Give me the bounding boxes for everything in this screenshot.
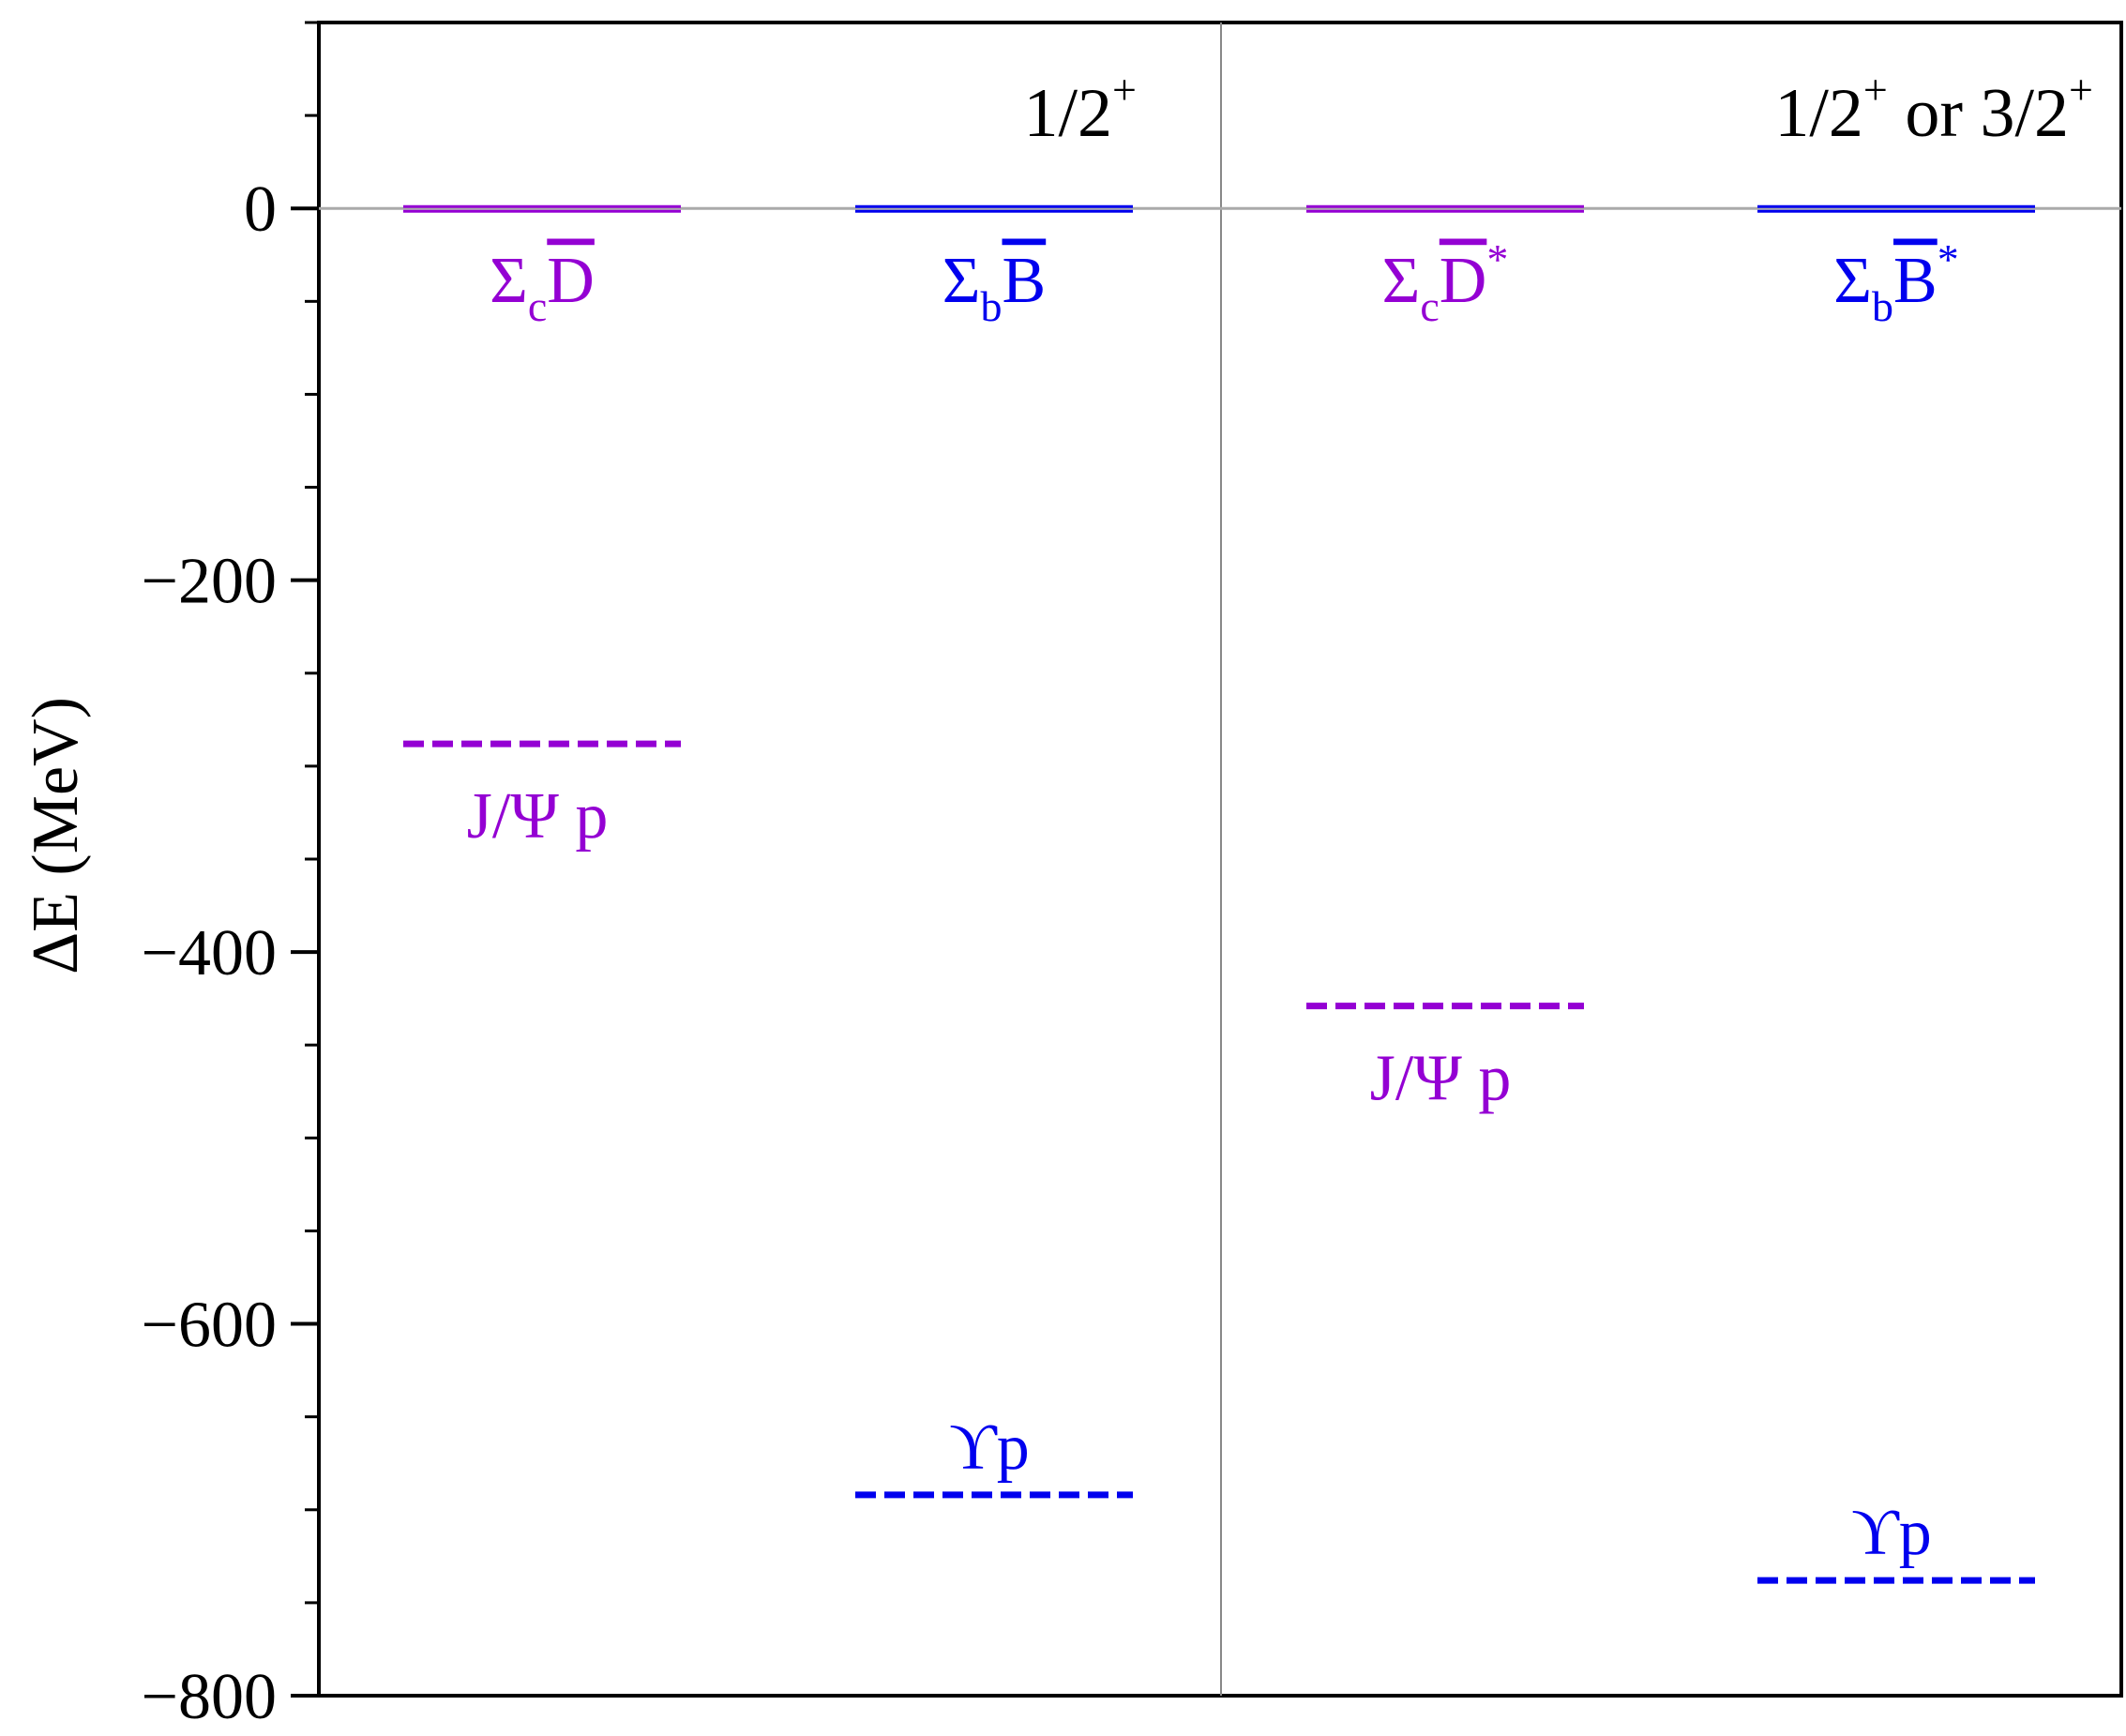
- threshold-label-meson: B: [1893, 245, 1938, 317]
- level-label: ϒp: [949, 1411, 1030, 1484]
- threshold-label: ΣbB: [942, 245, 1046, 330]
- y-tick-label: −800: [142, 1661, 277, 1733]
- threshold-label-meson: D: [547, 245, 595, 317]
- threshold-label-sub: b: [981, 282, 1003, 330]
- y-axis: 0 −200 −400 −600 −800 ΔE (MeV): [20, 21, 319, 1733]
- threshold-label-sup: *: [1486, 235, 1508, 283]
- threshold-label: ΣcD: [490, 245, 595, 330]
- threshold-label-sub: c: [528, 282, 547, 330]
- level-label: J/Ψ p: [467, 780, 609, 853]
- threshold-label-sup: *: [1938, 235, 1959, 283]
- level-label: ϒp: [1851, 1497, 1932, 1569]
- threshold-label-base: Σ: [942, 245, 981, 317]
- panel-title-text: or 3/2: [1888, 75, 2069, 152]
- threshold-label-base: Σ: [1382, 245, 1421, 317]
- panel-title: 1/2+ or 3/2+: [1774, 66, 2093, 152]
- panel-title-text: 1/2: [1023, 75, 1112, 152]
- threshold-label: ΣbB*: [1833, 235, 1958, 330]
- threshold-label: ΣcD*: [1382, 235, 1509, 330]
- panel-title-sup: +: [2069, 66, 2093, 113]
- y-tick-label: 0: [244, 174, 277, 246]
- threshold-label-sub: c: [1420, 282, 1439, 330]
- panel-title: 1/2+: [1023, 66, 1137, 152]
- y-axis-title: ΔE (MeV): [20, 697, 92, 974]
- threshold-label-meson: B: [1003, 245, 1047, 317]
- panel-title-text: 1/2: [1774, 75, 1863, 152]
- y-tick-label: −600: [142, 1290, 277, 1362]
- threshold-label-sub: b: [1872, 282, 1893, 330]
- level-label: J/Ψ p: [1370, 1043, 1512, 1115]
- panel-title-sup: +: [1863, 66, 1888, 113]
- threshold-label-meson: D: [1440, 245, 1487, 317]
- threshold-label-base: Σ: [490, 245, 528, 317]
- panel-title-sup: +: [1112, 66, 1137, 113]
- y-tick-label: −400: [142, 917, 277, 989]
- threshold-label-base: Σ: [1833, 245, 1872, 317]
- y-tick-label: −200: [142, 546, 277, 618]
- panel-titles: 1/2+ 1/2+ or 3/2+: [1023, 66, 2093, 152]
